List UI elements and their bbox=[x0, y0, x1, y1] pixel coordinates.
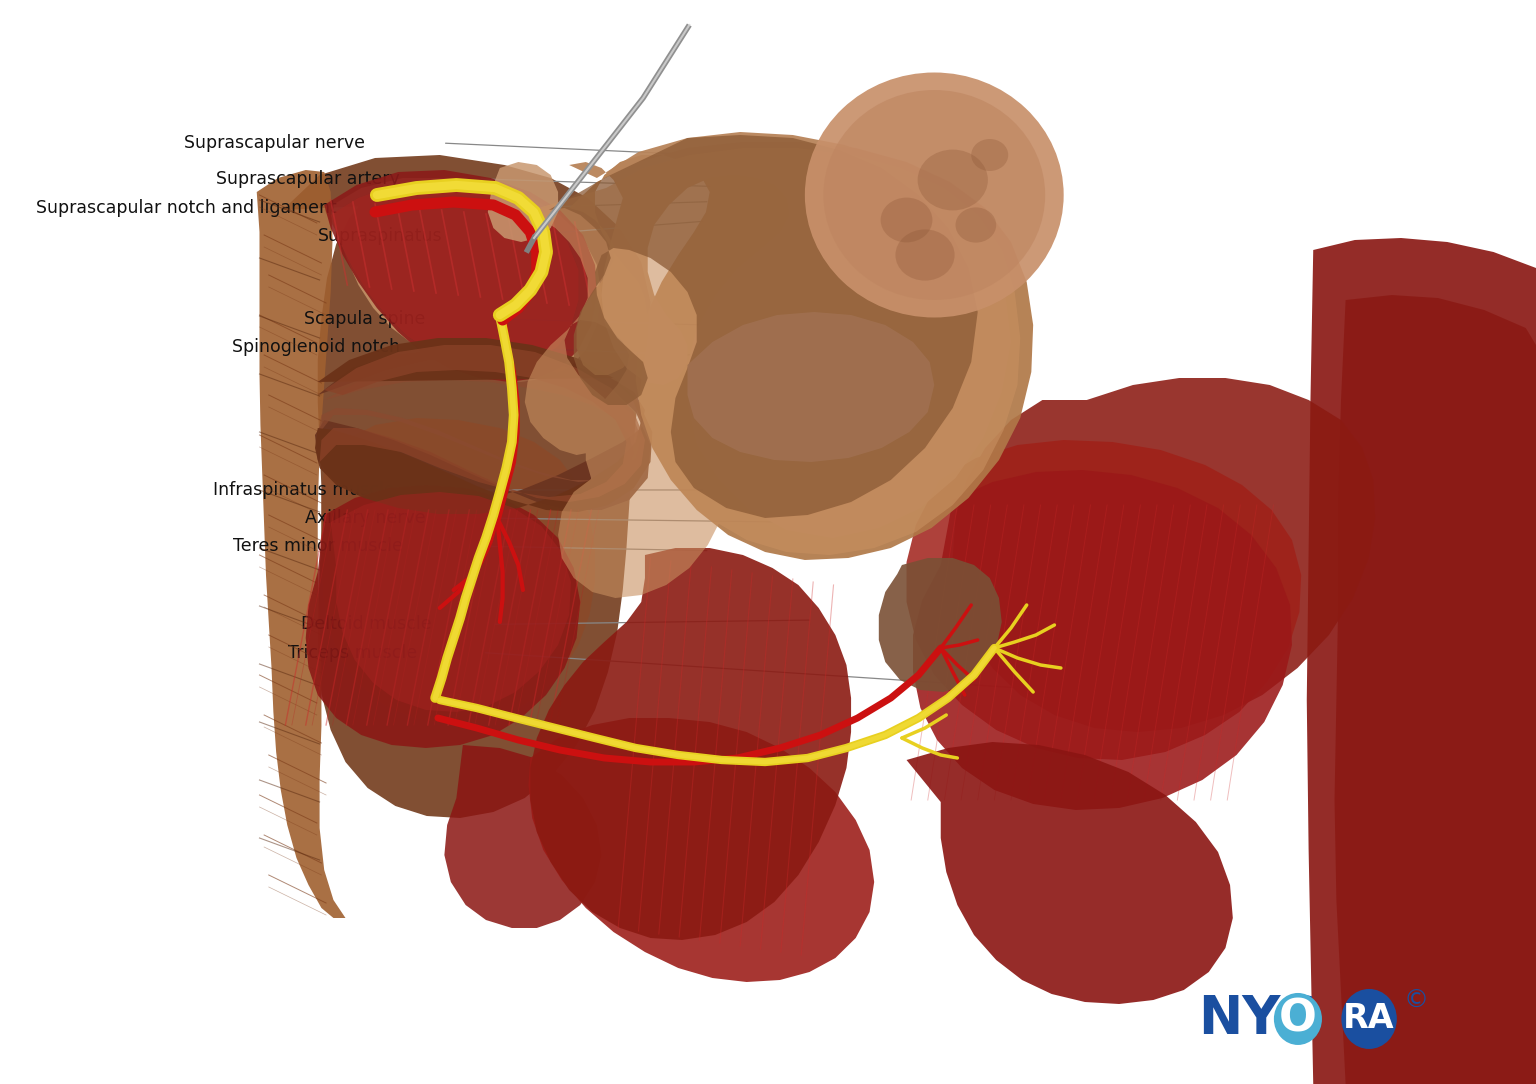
Polygon shape bbox=[570, 132, 1011, 538]
Polygon shape bbox=[330, 492, 571, 712]
Polygon shape bbox=[257, 170, 346, 918]
Polygon shape bbox=[319, 345, 645, 502]
Text: Suprascapular artery: Suprascapular artery bbox=[217, 170, 401, 188]
Polygon shape bbox=[1307, 238, 1536, 1084]
Polygon shape bbox=[318, 362, 641, 482]
Ellipse shape bbox=[917, 150, 988, 210]
Polygon shape bbox=[952, 378, 1375, 732]
Polygon shape bbox=[570, 142, 1034, 560]
Polygon shape bbox=[324, 170, 598, 382]
Text: Scapula spine: Scapula spine bbox=[304, 310, 425, 327]
Text: Spinoglenoid notch: Spinoglenoid notch bbox=[232, 338, 401, 356]
Polygon shape bbox=[488, 162, 558, 242]
Text: Suprascapular notch and ligament: Suprascapular notch and ligament bbox=[35, 199, 336, 217]
Polygon shape bbox=[330, 182, 579, 370]
Ellipse shape bbox=[895, 230, 954, 281]
Polygon shape bbox=[315, 338, 653, 514]
Text: Suprascapular nerve: Suprascapular nerve bbox=[184, 134, 364, 152]
Polygon shape bbox=[528, 718, 874, 982]
Text: O: O bbox=[1279, 997, 1316, 1041]
Ellipse shape bbox=[823, 90, 1044, 300]
Polygon shape bbox=[321, 418, 594, 724]
Ellipse shape bbox=[880, 197, 932, 243]
Text: Infraspinatus muscle: Infraspinatus muscle bbox=[214, 481, 395, 499]
Text: NYS: NYS bbox=[1198, 993, 1318, 1045]
Polygon shape bbox=[912, 470, 1292, 810]
Text: ©: © bbox=[1404, 989, 1428, 1012]
Ellipse shape bbox=[971, 139, 1008, 171]
Text: Triceps muscle: Triceps muscle bbox=[289, 644, 418, 661]
Polygon shape bbox=[525, 149, 1020, 598]
Circle shape bbox=[1273, 993, 1322, 1045]
Polygon shape bbox=[530, 549, 851, 940]
Polygon shape bbox=[548, 136, 978, 518]
Polygon shape bbox=[283, 155, 651, 818]
Polygon shape bbox=[879, 558, 1001, 692]
Polygon shape bbox=[1335, 295, 1536, 1084]
Polygon shape bbox=[324, 178, 602, 382]
Ellipse shape bbox=[805, 73, 1063, 318]
Polygon shape bbox=[315, 350, 651, 509]
Text: Deltoid muscle: Deltoid muscle bbox=[301, 616, 432, 633]
Polygon shape bbox=[306, 485, 581, 748]
Polygon shape bbox=[688, 312, 934, 462]
Circle shape bbox=[1341, 989, 1396, 1049]
Text: RA: RA bbox=[1344, 1003, 1395, 1035]
Polygon shape bbox=[444, 745, 602, 928]
Polygon shape bbox=[906, 743, 1233, 1004]
Text: Axillary nerve: Axillary nerve bbox=[306, 509, 425, 527]
Text: Supraspinatus: Supraspinatus bbox=[318, 228, 442, 245]
Text: Teres minor muscle: Teres minor muscle bbox=[233, 538, 402, 555]
Polygon shape bbox=[906, 440, 1301, 760]
Ellipse shape bbox=[955, 207, 997, 243]
